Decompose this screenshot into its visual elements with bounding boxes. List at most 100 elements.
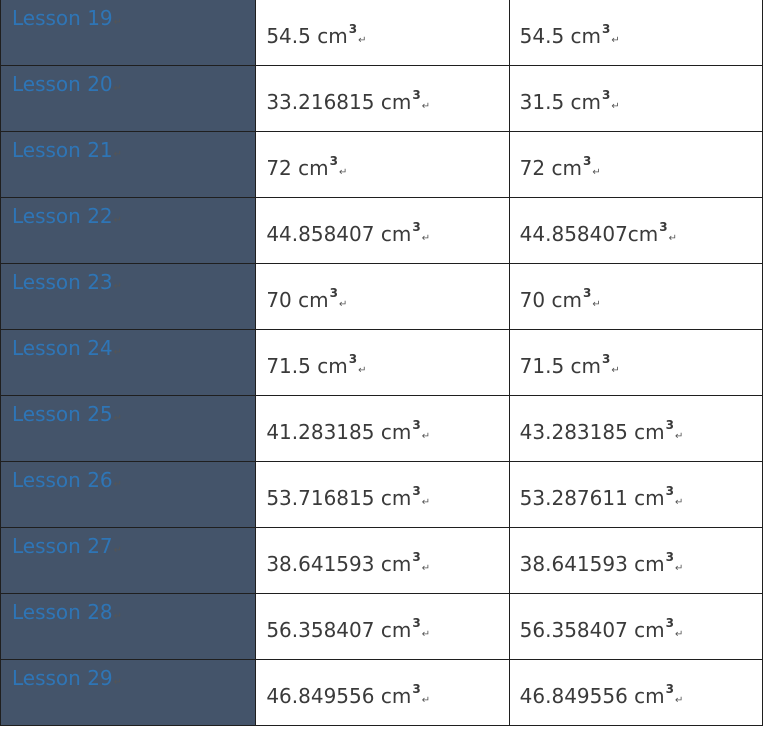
paragraph-mark-icon: ↵ (611, 365, 620, 376)
lesson-cell[interactable]: Lesson 22↵ (0, 197, 257, 264)
volume-number: 71.5 cm (266, 354, 348, 378)
value-cell-second[interactable]: 31.5 cm3↵ (508, 65, 763, 132)
value-cell-second[interactable]: 53.287611 cm3↵ (508, 461, 763, 528)
lesson-cell[interactable]: Lesson 21↵ (0, 131, 257, 198)
value-cell-second[interactable]: 54.5 cm3↵ (508, 0, 763, 66)
lesson-label: Lesson 23↵ (1, 264, 255, 299)
value-cell-first[interactable]: 44.858407 cm3↵ (255, 197, 510, 264)
volume-number: 33.216815 cm (266, 90, 412, 114)
lesson-label: Lesson 21↵ (1, 132, 255, 167)
volume-value: 41.283185 cm3↵ (256, 396, 508, 449)
volume-number: 31.5 cm (519, 90, 602, 114)
lesson-name: Lesson 25 (12, 402, 113, 426)
table-row: Lesson 26↵ 53.716815 cm3↵ 53.287611 cm3↵ (0, 461, 763, 528)
lesson-label: Lesson 25↵ (1, 396, 255, 431)
paragraph-mark-icon: ↵ (675, 563, 684, 574)
lesson-cell[interactable]: Lesson 19↵ (0, 0, 257, 66)
value-cell-first[interactable]: 54.5 cm3↵ (255, 0, 510, 66)
lesson-cell[interactable]: Lesson 26↵ (0, 461, 257, 528)
value-cell-second[interactable]: 44.858407cm3↵ (508, 197, 763, 264)
volume-value: 72 cm3↵ (510, 132, 762, 185)
paragraph-mark-icon: ↵ (611, 101, 620, 112)
value-cell-first[interactable]: 72 cm3↵ (255, 131, 510, 198)
volume-value: 56.358407 cm3↵ (256, 594, 508, 647)
volume-value: 70 cm3↵ (510, 264, 762, 317)
value-cell-second[interactable]: 43.283185 cm3↵ (508, 395, 763, 462)
table-row: Lesson 29↵ 46.849556 cm3↵ 46.849556 cm3↵ (0, 659, 763, 726)
paragraph-mark-icon: ↵ (421, 563, 431, 574)
cubic-exponent: 3 (665, 550, 675, 564)
value-cell-first[interactable]: 41.283185 cm3↵ (255, 395, 510, 462)
volume-number: 46.849556 cm (519, 684, 665, 708)
lesson-label: Lesson 19↵ (1, 0, 255, 35)
cubic-exponent: 3 (665, 484, 675, 498)
paragraph-mark-icon: ↵ (675, 497, 684, 508)
volume-number: 56.358407 cm (519, 618, 665, 642)
volume-number: 53.287611 cm (519, 486, 665, 510)
paragraph-mark-icon: ↵ (338, 299, 348, 310)
volume-number: 54.5 cm (519, 24, 602, 48)
volume-value: 46.849556 cm3↵ (256, 660, 508, 713)
table-row: Lesson 21↵ 72 cm3↵ 72 cm3↵ (0, 131, 763, 198)
lesson-name: Lesson 24 (12, 336, 113, 360)
lesson-cell[interactable]: Lesson 20↵ (0, 65, 257, 132)
volume-number: 44.858407cm (519, 222, 659, 246)
value-cell-first[interactable]: 46.849556 cm3↵ (255, 659, 510, 726)
value-cell-second[interactable]: 56.358407 cm3↵ (508, 593, 763, 660)
volume-number: 44.858407 cm (266, 222, 412, 246)
volume-number: 70 cm (519, 288, 582, 312)
value-cell-second[interactable]: 46.849556 cm3↵ (508, 659, 763, 726)
volume-value: 53.716815 cm3↵ (256, 462, 508, 515)
paragraph-mark-icon: ↵ (113, 347, 123, 358)
volume-number: 53.716815 cm (266, 486, 412, 510)
cubic-exponent: 3 (348, 22, 358, 36)
volume-value: 38.641593 cm3↵ (510, 528, 762, 581)
value-cell-first[interactable]: 53.716815 cm3↵ (255, 461, 510, 528)
cubic-exponent: 3 (665, 682, 675, 696)
value-cell-first[interactable]: 33.216815 cm3↵ (255, 65, 510, 132)
cubic-exponent: 3 (348, 352, 358, 366)
lesson-cell[interactable]: Lesson 25↵ (0, 395, 257, 462)
lesson-cell[interactable]: Lesson 23↵ (0, 263, 257, 330)
paragraph-mark-icon: ↵ (113, 479, 123, 490)
cubic-exponent: 3 (659, 220, 668, 234)
value-cell-first[interactable]: 70 cm3↵ (255, 263, 510, 330)
lesson-label: Lesson 28↵ (1, 594, 255, 629)
value-cell-first[interactable]: 56.358407 cm3↵ (255, 593, 510, 660)
volume-number: 70 cm (266, 288, 329, 312)
value-cell-second[interactable]: 38.641593 cm3↵ (508, 527, 763, 594)
cubic-exponent: 3 (329, 154, 338, 168)
lesson-label: Lesson 27↵ (1, 528, 255, 563)
lesson-cell[interactable]: Lesson 27↵ (0, 527, 257, 594)
cubic-exponent: 3 (329, 286, 338, 300)
table-row: Lesson 24↵ 71.5 cm3↵ 71.5 cm3↵ (0, 329, 763, 396)
paragraph-mark-icon: ↵ (421, 101, 431, 112)
value-cell-second[interactable]: 71.5 cm3↵ (508, 329, 763, 396)
lesson-name: Lesson 27 (12, 534, 113, 558)
volume-number: 46.849556 cm (266, 684, 412, 708)
paragraph-mark-icon: ↵ (421, 431, 431, 442)
lesson-cell[interactable]: Lesson 29↵ (0, 659, 257, 726)
table-row: Lesson 25↵ 41.283185 cm3↵ 43.283185 cm3↵ (0, 395, 763, 462)
lesson-label: Lesson 26↵ (1, 462, 255, 497)
lesson-name: Lesson 20 (12, 72, 113, 96)
paragraph-mark-icon: ↵ (113, 677, 123, 688)
table-row: Lesson 20↵ 33.216815 cm3↵ 31.5 cm3↵ (0, 65, 763, 132)
lesson-cell[interactable]: Lesson 28↵ (0, 593, 257, 660)
paragraph-mark-icon: ↵ (675, 695, 684, 706)
volume-value: 70 cm3↵ (256, 264, 508, 317)
paragraph-mark-icon: ↵ (358, 35, 367, 46)
cubic-exponent: 3 (412, 616, 421, 630)
value-cell-first[interactable]: 71.5 cm3↵ (255, 329, 510, 396)
paragraph-mark-icon: ↵ (113, 413, 123, 424)
volume-value: 44.858407 cm3↵ (256, 198, 508, 251)
value-cell-second[interactable]: 70 cm3↵ (508, 263, 763, 330)
value-cell-first[interactable]: 38.641593 cm3↵ (255, 527, 510, 594)
volume-value: 31.5 cm3↵ (510, 66, 762, 119)
value-cell-second[interactable]: 72 cm3↵ (508, 131, 763, 198)
lesson-cell[interactable]: Lesson 24↵ (0, 329, 257, 396)
cubic-exponent: 3 (602, 88, 611, 102)
lesson-label: Lesson 20↵ (1, 66, 255, 101)
table-row: Lesson 22↵ 44.858407 cm3↵ 44.858407cm3↵ (0, 197, 763, 264)
